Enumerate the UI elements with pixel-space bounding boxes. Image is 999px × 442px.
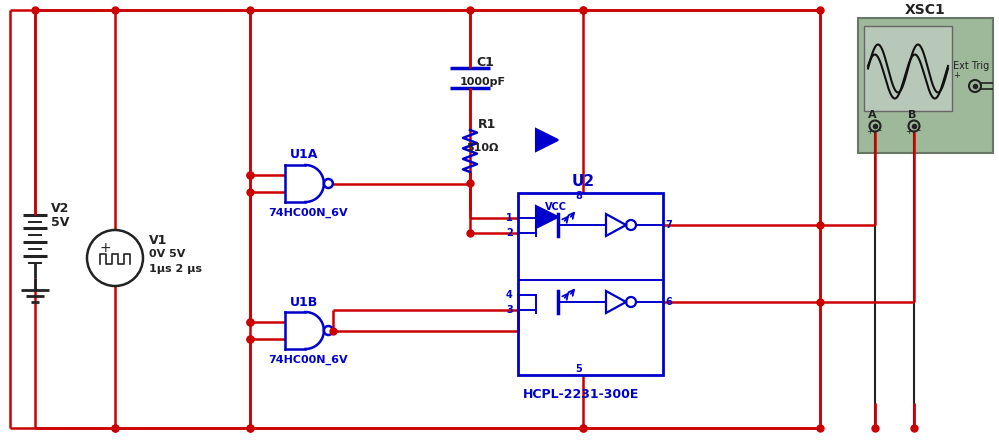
Text: 4: 4 <box>506 290 512 300</box>
Text: 1000pF: 1000pF <box>460 77 506 87</box>
Text: 5: 5 <box>575 364 581 374</box>
Text: B: B <box>908 110 916 120</box>
Text: C1: C1 <box>476 56 494 69</box>
Bar <box>518 193 663 375</box>
Text: 0V 5V: 0V 5V <box>149 249 186 259</box>
Text: 510Ω: 510Ω <box>466 143 499 153</box>
Bar <box>864 26 952 111</box>
Polygon shape <box>536 129 558 151</box>
Text: 3: 3 <box>506 305 512 315</box>
Text: 8: 8 <box>575 191 581 201</box>
Text: -: - <box>879 126 882 136</box>
Text: -: - <box>918 126 921 136</box>
Text: 1: 1 <box>506 213 512 223</box>
Text: U1A: U1A <box>290 149 319 161</box>
Text: U2: U2 <box>571 175 594 190</box>
Bar <box>858 18 993 153</box>
Text: V1: V1 <box>149 233 168 247</box>
Text: +: + <box>953 72 960 80</box>
Text: U1B: U1B <box>290 296 319 309</box>
Text: XSC1: XSC1 <box>905 3 945 17</box>
Text: VCC: VCC <box>545 202 567 212</box>
Text: V2: V2 <box>51 202 69 214</box>
Text: R1: R1 <box>478 118 497 132</box>
Text: 5V: 5V <box>51 216 69 229</box>
Text: 74HC00N_6V: 74HC00N_6V <box>268 208 348 218</box>
Polygon shape <box>536 206 558 228</box>
Text: +: + <box>905 126 912 136</box>
Text: HCPL-2231-300E: HCPL-2231-300E <box>523 389 639 401</box>
Text: +: + <box>866 126 873 136</box>
Text: 6: 6 <box>665 297 671 307</box>
Text: 2: 2 <box>506 228 512 238</box>
Text: +: + <box>99 241 111 255</box>
Text: 1μs 2 μs: 1μs 2 μs <box>149 264 202 274</box>
Text: Ext Trig: Ext Trig <box>953 61 989 71</box>
Text: 7: 7 <box>665 220 671 230</box>
Text: A: A <box>868 110 877 120</box>
Text: 74HC00N_6V: 74HC00N_6V <box>268 355 348 365</box>
